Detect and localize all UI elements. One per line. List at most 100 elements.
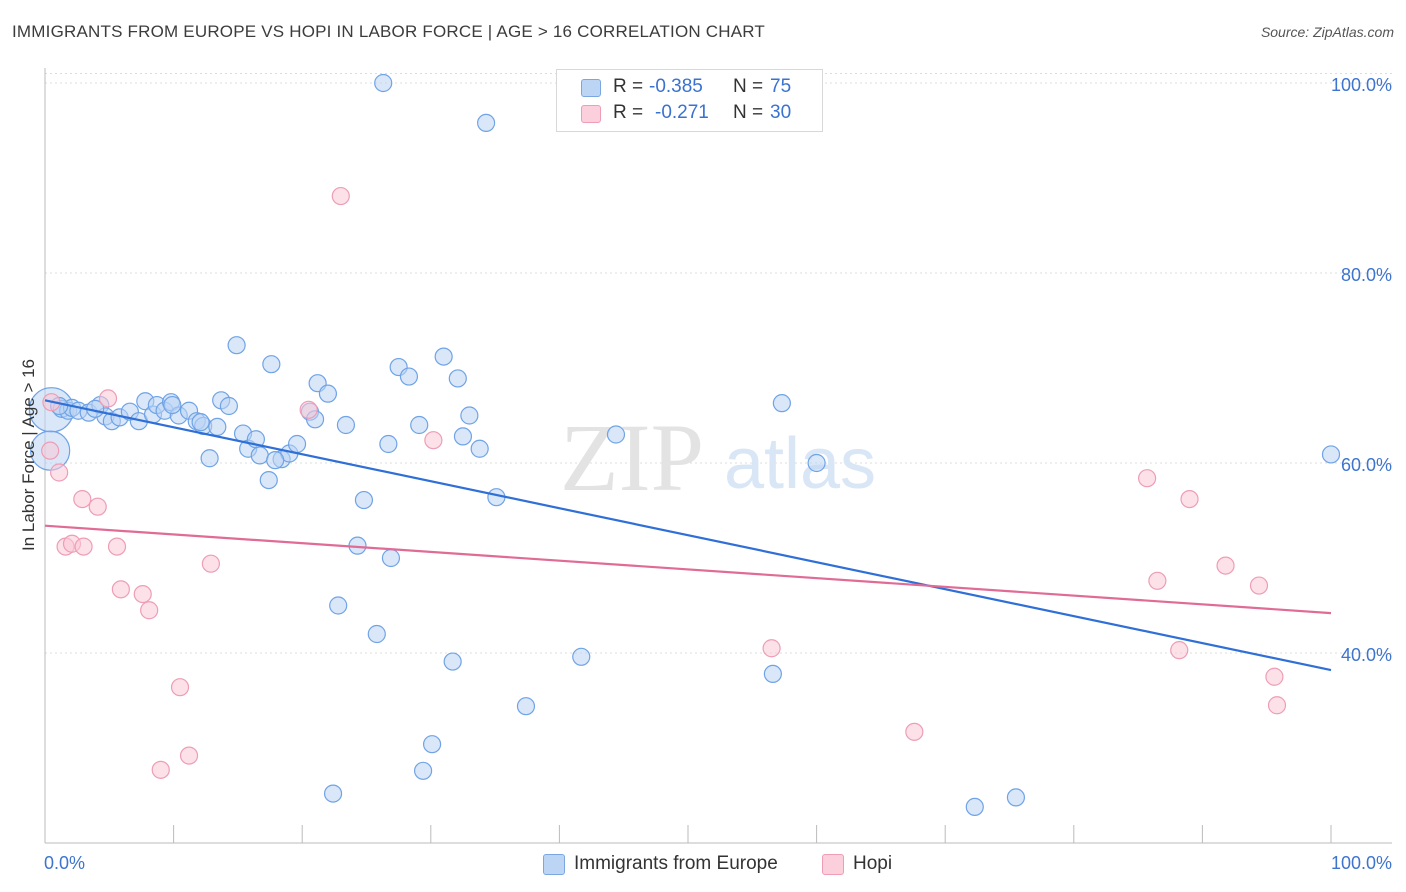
x-tick-label: 0.0% [44,853,85,873]
europe-point [572,647,591,666]
europe-point [807,453,826,473]
europe-point [448,369,467,388]
europe-point [329,596,348,615]
grid-layer [45,73,1392,654]
europe-point [200,449,219,468]
europe-point [227,336,246,355]
hopi-point [1138,469,1157,488]
hopi-point [1249,576,1269,595]
europe-point [191,413,210,432]
correlation-legend: R = -0.385 N = 75 R = -0.271 N = 30 [556,69,823,132]
hopi-point [1148,571,1167,590]
europe-point [965,797,984,817]
legend-n-label: N = [733,76,764,97]
y-tick-label: 100.0% [1331,75,1392,95]
hopi-point [151,760,170,779]
hopi-point [170,678,190,697]
europe-point [266,451,285,470]
bottom-legend-label-hopi: Hopi [853,853,893,874]
y-axis-label: In Labor Force | Age > 16 [19,359,38,551]
points-layer [28,73,1341,817]
bottom-legend-label-europe: Immigrants from Europe [574,853,778,874]
trend-layer [44,399,1332,672]
legend-r-label: R = [613,76,644,97]
europe-point [208,417,227,436]
hopi-point [1170,641,1189,660]
europe-point [287,434,307,454]
hopi-point [424,431,443,450]
watermark: ZIP atlas [560,404,876,511]
hopi-point [111,580,130,599]
hopi-point [905,722,924,741]
europe-point [379,434,398,454]
x-tick-label: 100.0% [1331,853,1392,873]
europe-point [410,415,429,435]
europe-point [470,439,489,458]
legend-r-label: R = [613,102,644,123]
europe-point [476,113,496,133]
legend-swatch-hopi [581,105,601,123]
legend-swatch-europe [581,79,601,97]
europe-point [763,664,782,684]
hopi-point [299,400,318,419]
europe-point [422,735,442,754]
watermark-atlas: atlas [724,424,876,504]
hopi-point [201,554,220,573]
hopi-point [133,584,152,604]
europe-point [336,415,356,435]
europe-point [250,446,269,465]
bottom-legend-swatch-europe [543,854,565,875]
europe-trend-line [44,399,1332,672]
europe-point [413,761,433,780]
y-tick-label: 40.0% [1341,645,1392,665]
hopi-point [50,463,69,482]
source-label: Source: ZipAtlas.com [1260,24,1394,40]
hopi-point [331,186,350,206]
hopi-point [74,537,93,556]
bottom-legend-swatch-hopi [822,854,844,875]
hopi-trend-line [44,524,1332,615]
legend-n-value: 75 [770,76,792,97]
chart-title: IMMIGRANTS FROM EUROPE VS HOPI IN LABOR … [12,22,766,41]
europe-point [460,406,479,425]
europe-point [323,784,343,803]
europe-point [374,73,393,93]
hopi-point [762,639,781,658]
hopi-point [1216,556,1235,575]
hopi-point [41,441,60,460]
europe-point [318,384,338,403]
hopi-point [88,497,107,516]
europe-point [259,471,278,490]
europe-point [772,394,791,413]
europe-point [1321,445,1341,464]
europe-point [1006,788,1026,807]
europe-point [163,395,182,415]
watermark-zip: ZIP [560,404,704,511]
europe-point [399,367,419,386]
hopi-point [140,601,159,620]
hopi-point [1267,696,1287,715]
europe-point [262,355,281,374]
hopi-point [179,746,199,765]
legend-r-value: -0.271 [655,102,709,123]
europe-point [381,548,401,568]
hopi-point [1265,667,1284,686]
hopi-point [98,389,118,408]
europe-point [606,425,626,444]
y-tick-label: 80.0% [1341,265,1392,285]
europe-point [443,652,462,671]
legend-n-value: 30 [770,102,792,123]
axis-layer: 40.0% 60.0% 80.0% 100.0% 0.0% 100.0% [44,68,1392,873]
europe-point [367,624,386,644]
hopi-point [107,537,127,556]
europe-point [516,697,536,716]
europe-point [453,427,473,446]
legend-n-label: N = [733,102,764,123]
legend-r-value: -0.385 [649,76,703,97]
europe-point [354,490,374,510]
hopi-point [1180,490,1199,509]
europe-point [434,347,453,366]
y-tick-label: 60.0% [1341,455,1392,475]
hopi-point [73,490,92,509]
